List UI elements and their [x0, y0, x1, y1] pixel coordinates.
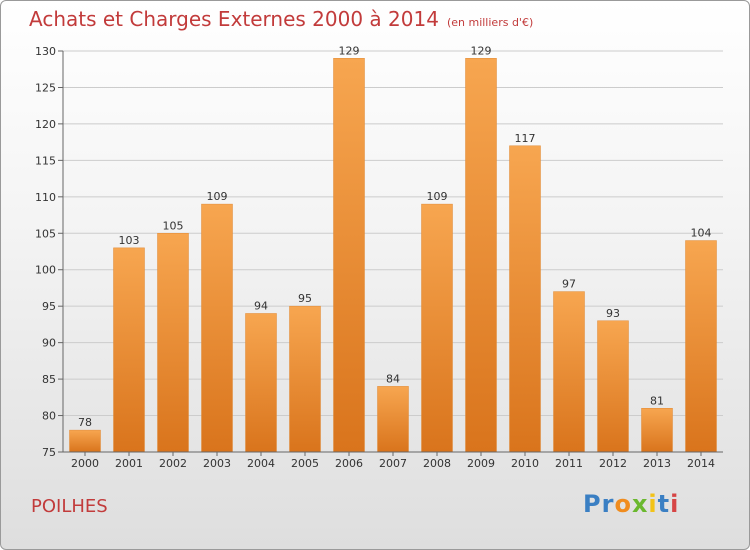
x-tick-label: 2004 — [247, 457, 275, 470]
brand-letter: x — [631, 490, 649, 518]
x-tick-label: 2000 — [71, 457, 99, 470]
x-tick-label: 2010 — [511, 457, 539, 470]
value-label: 97 — [562, 278, 576, 291]
brand-letter: i — [648, 490, 658, 518]
brand-letter: P — [583, 490, 602, 518]
bar — [245, 313, 277, 453]
bar — [289, 305, 321, 453]
brand-letter: r — [601, 490, 615, 518]
y-tick-label: 105 — [35, 227, 56, 240]
chart-title-text: Achats et Charges Externes 2000 à 2014 — [29, 7, 439, 31]
value-label: 93 — [606, 307, 620, 320]
brand-letter: i — [670, 490, 680, 518]
value-label: 104 — [691, 227, 712, 240]
bar — [685, 240, 717, 453]
bar — [113, 247, 145, 453]
y-tick-label: 125 — [35, 81, 56, 94]
x-tick-label: 2012 — [599, 457, 627, 470]
x-tick-label: 2003 — [203, 457, 231, 470]
y-tick-label: 80 — [42, 410, 56, 423]
value-label: 94 — [254, 299, 268, 312]
x-tick-label: 2005 — [291, 457, 319, 470]
x-tick-label: 2006 — [335, 457, 363, 470]
bar — [509, 145, 541, 453]
y-tick-label: 95 — [42, 300, 56, 313]
y-tick-label: 120 — [35, 118, 56, 131]
chart-title: Achats et Charges Externes 2000 à 2014 (e… — [29, 7, 533, 31]
bar — [157, 233, 189, 453]
chart-unit: (en milliers d'€) — [446, 16, 534, 29]
labels-layer: 78 103 105 109 94 95 129 84 109 129 117 97 93 81 104 — [78, 44, 712, 429]
value-label: 109 — [207, 190, 228, 203]
x-tick-label: 2008 — [423, 457, 451, 470]
bar — [333, 58, 365, 453]
value-label: 103 — [119, 234, 140, 247]
x-tick-label: 2001 — [115, 457, 143, 470]
value-label: 129 — [339, 44, 360, 57]
x-tick-label: 2009 — [467, 457, 495, 470]
proxiti-logo: Proxiti — [583, 490, 679, 518]
value-label: 105 — [163, 219, 184, 232]
axes-layer: 75 80 85 90 95 100 105 110 115 120 125 130 2000 2001 2… — [35, 45, 723, 470]
bars-layer — [69, 58, 717, 453]
bar — [377, 386, 409, 453]
value-label: 84 — [386, 372, 400, 385]
x-tick-label: 2013 — [643, 457, 671, 470]
x-tick-label: 2014 — [687, 457, 715, 470]
value-label: 109 — [427, 190, 448, 203]
value-label: 117 — [515, 132, 536, 145]
brand-letter: o — [614, 490, 632, 518]
bar — [553, 291, 585, 453]
bar — [69, 429, 101, 453]
x-tick-label: 2002 — [159, 457, 187, 470]
x-tick-label: 2011 — [555, 457, 583, 470]
y-tick-label: 90 — [42, 337, 56, 350]
y-tick-label: 110 — [35, 191, 56, 204]
value-label: 95 — [298, 292, 312, 305]
commune-name: POILHES — [31, 496, 108, 517]
bar — [597, 320, 629, 453]
bar — [421, 203, 453, 453]
y-tick-label: 130 — [35, 45, 56, 58]
y-tick-label: 115 — [35, 154, 56, 167]
value-label: 78 — [78, 416, 92, 429]
value-label: 81 — [650, 394, 664, 407]
bar — [641, 408, 673, 453]
bar — [201, 203, 233, 453]
brand-letter: t — [657, 490, 671, 518]
y-tick-label: 85 — [42, 373, 56, 386]
y-tick-label: 75 — [42, 446, 56, 459]
x-tick-label: 2007 — [379, 457, 407, 470]
y-tick-label: 100 — [35, 264, 56, 277]
value-label: 129 — [471, 44, 492, 57]
bar — [465, 58, 497, 453]
